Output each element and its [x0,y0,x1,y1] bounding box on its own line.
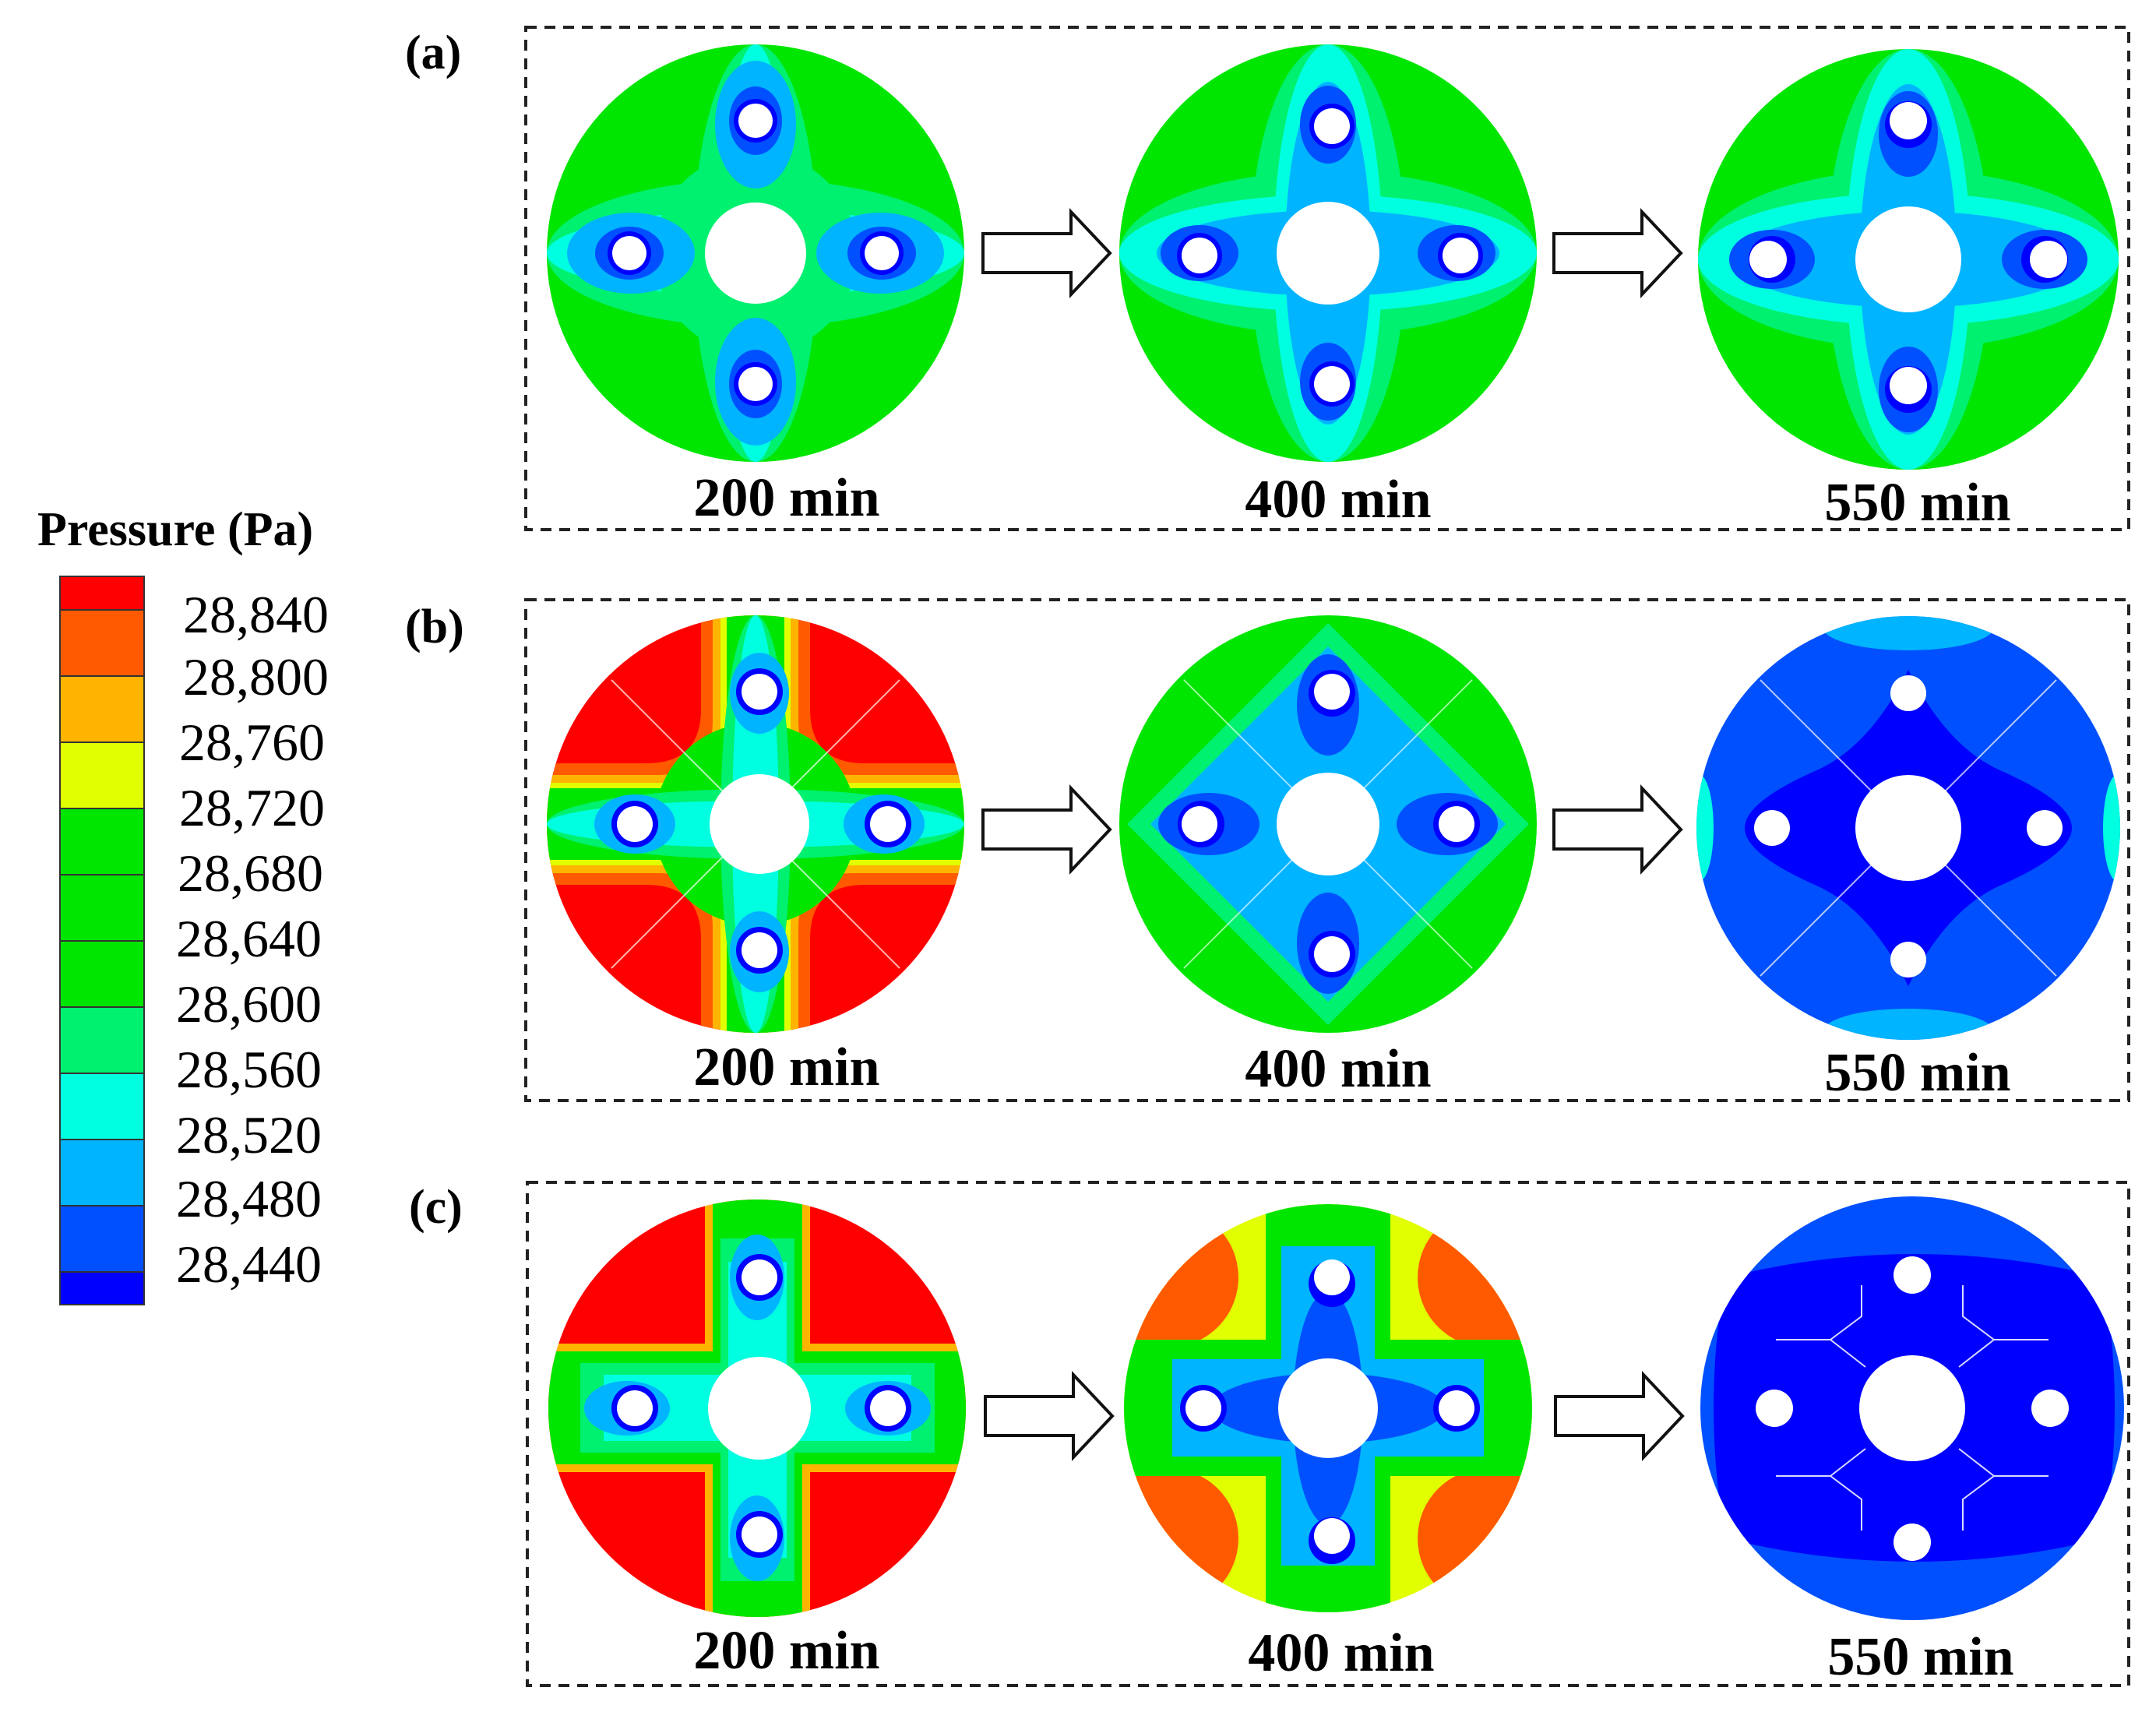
legend-swatch [59,675,145,743]
arrow-icon [981,784,1112,875]
time-label: 550 min [1827,1627,2013,1687]
pressure-disk [1700,1196,2124,1620]
legend-tick-label: 28,440 [176,1235,322,1294]
legend-tick-label: 28,720 [179,778,325,837]
legend-tick-label: 28,800 [183,647,329,706]
panel-c: (c) [409,1181,2130,1687]
legend-swatch [59,742,145,809]
legend-swatch [59,1139,145,1207]
legend-tick-label: 28,600 [176,974,322,1034]
pressure-disk [548,1199,966,1617]
arrow-icon [1552,207,1683,299]
legend-swatch [59,940,145,1008]
arrow-icon [1554,1370,1685,1462]
cell-boundary-lines [1776,1285,2049,1531]
pressure-disk [547,615,964,1033]
legend-swatch [59,576,145,611]
pressure-disk [1698,49,2119,470]
pressure-disk [1124,1204,1532,1612]
legend-tick-label: 28,760 [179,713,325,772]
time-label: 550 min [1824,1043,2010,1103]
legend-swatch [59,1271,145,1305]
legend-swatch [59,1073,145,1140]
legend-swatch [59,1006,145,1074]
pressure-disk [1696,616,2120,1040]
time-label: 550 min [1824,473,2010,533]
arrow-icon [981,207,1112,299]
panel-b: (b) [405,598,2130,1103]
legend-ticks: 28,840 28,800 28,760 28,720 28,680 28,64… [176,585,329,1294]
panel-frame [524,598,2130,1102]
arrow-icon [1552,784,1683,875]
legend-tick-label: 28,520 [176,1105,322,1164]
pressure-disk [1119,615,1537,1033]
legend-swatch [59,1205,145,1273]
legend-tick-label: 28,680 [178,844,323,903]
panel-label: (c) [409,1181,463,1234]
legend-title: Pressure (Pa) [37,503,313,556]
time-label: 200 min [693,1037,879,1097]
legend-tick-label: 28,640 [176,909,322,968]
time-label: 400 min [1245,1039,1431,1099]
time-label: 200 min [693,1621,879,1681]
panel-frame [526,1181,2130,1687]
legend-swatch [59,874,145,942]
pressure-legend: Pressure (Pa) 28,840 28,800 28,760 28,72… [37,503,329,1305]
pressure-disk [1119,44,1537,462]
time-label: 400 min [1245,470,1431,530]
pressure-disk [547,44,964,462]
panel-label: (b) [405,601,464,653]
legend-tick-label: 28,560 [176,1040,322,1099]
time-label: 400 min [1248,1623,1434,1683]
legend-tick-label: 28,840 [183,585,329,644]
legend-swatch [59,808,145,875]
time-label: 200 min [693,468,879,528]
legend-colorbar [59,576,145,1305]
legend-tick-label: 28,480 [176,1169,322,1228]
panel-label: (a) [405,26,461,79]
panel-a: (a) [405,26,2130,533]
legend-swatch [59,609,145,677]
arrow-icon [984,1370,1115,1462]
panel-frame [524,26,2130,531]
